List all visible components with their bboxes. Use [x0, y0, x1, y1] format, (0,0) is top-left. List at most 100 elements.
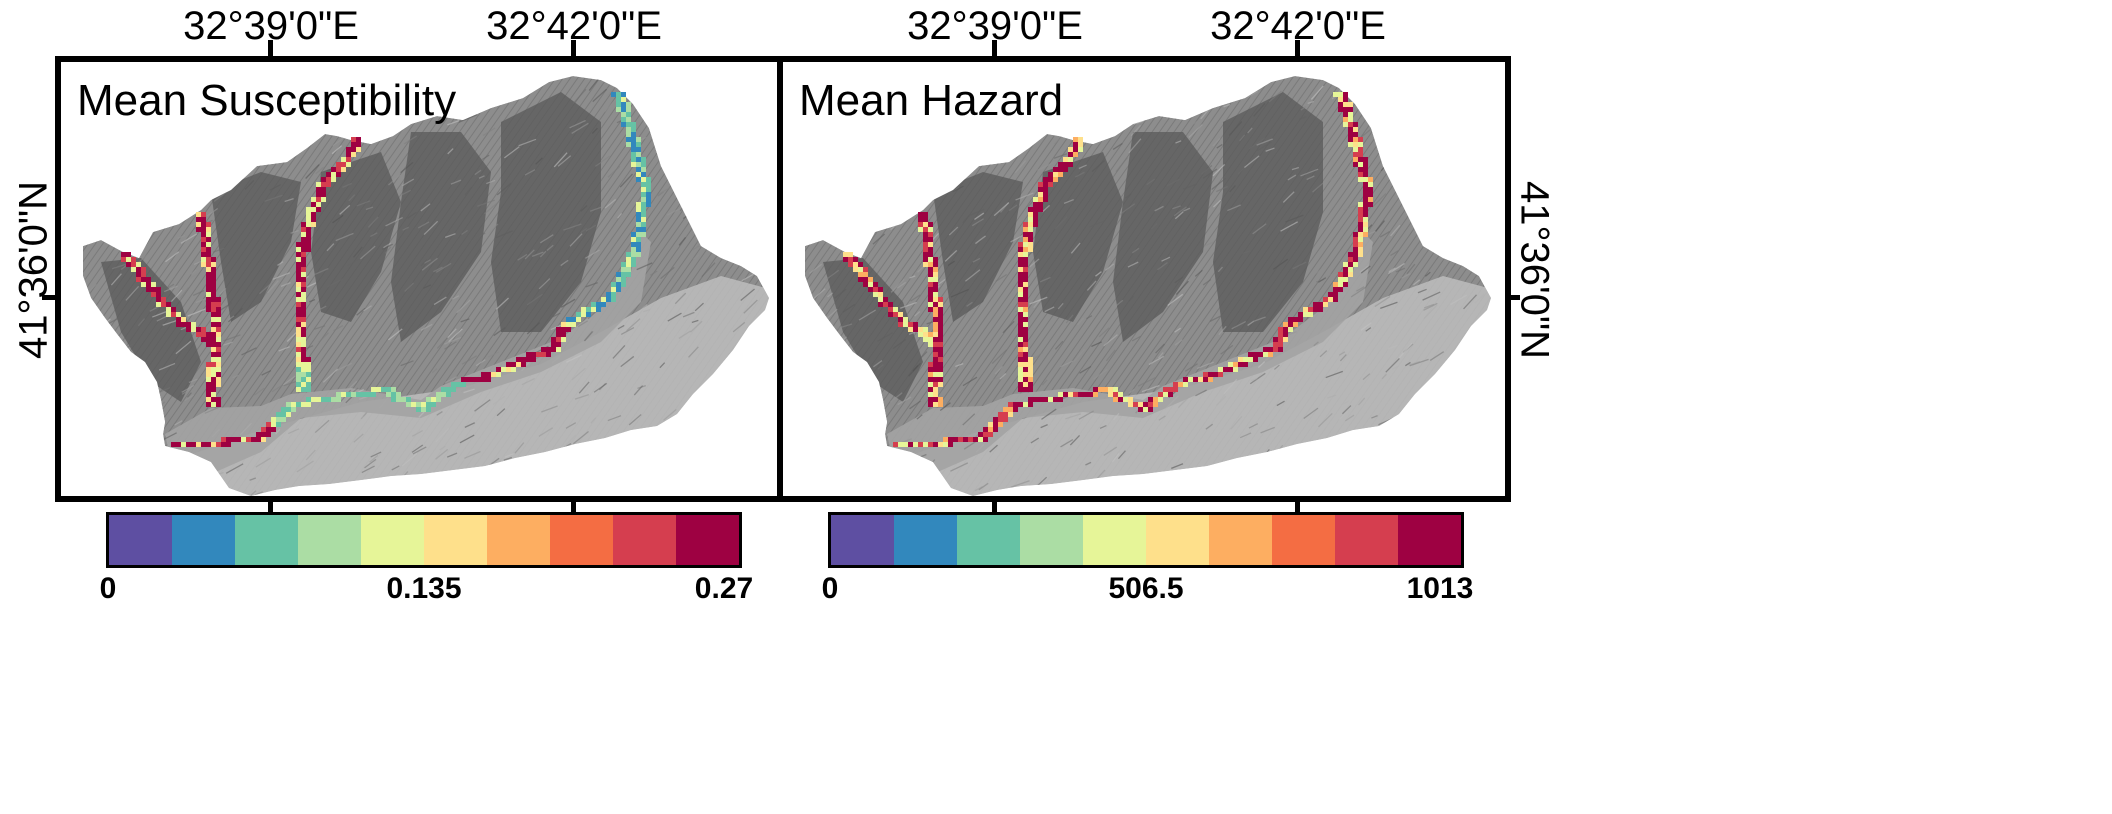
stream-cell: [848, 257, 853, 262]
stream-cell: [631, 252, 636, 257]
stream-cell: [286, 407, 291, 412]
stream-cell: [296, 352, 301, 357]
stream-cell: [873, 292, 878, 297]
stream-cell: [531, 352, 536, 357]
stream-cell: [286, 402, 291, 407]
stream-cell: [1018, 352, 1023, 357]
stream-cell: [1028, 387, 1033, 392]
stream-cell: [466, 377, 471, 382]
stream-cell: [621, 97, 626, 102]
stream-cell: [416, 407, 421, 412]
stream-cell: [306, 372, 311, 377]
stream-cell: [1028, 377, 1033, 382]
stream-cell: [1328, 292, 1333, 297]
stream-cell: [311, 207, 316, 212]
stream-cell: [1363, 172, 1368, 177]
map-hazard: [805, 76, 1491, 496]
stream-cell: [1283, 327, 1288, 332]
stream-cell: [938, 397, 943, 402]
stream-cell: [336, 172, 341, 177]
stream-cell: [326, 172, 331, 177]
stream-cell: [306, 362, 311, 367]
stream-cell: [306, 367, 311, 372]
stream-cell: [631, 137, 636, 142]
stream-cell: [933, 312, 938, 317]
stream-cell: [626, 142, 631, 147]
stream-cell: [1288, 327, 1293, 332]
stream-cell: [301, 247, 306, 252]
stream-cell: [1018, 402, 1023, 407]
stream-cell: [151, 287, 156, 292]
stream-cell: [1043, 177, 1048, 182]
stream-cell: [481, 377, 486, 382]
stream-cell: [1048, 182, 1053, 187]
stream-cell: [301, 357, 306, 362]
stream-cell: [923, 247, 928, 252]
colorbar-tick-mid: 0.135: [386, 572, 462, 605]
stream-cell: [581, 307, 586, 312]
stream-cell: [646, 177, 651, 182]
stream-cell: [206, 362, 211, 367]
colorbar-segment: [1083, 515, 1146, 565]
stream-cell: [1013, 402, 1018, 407]
stream-cell: [868, 277, 873, 282]
stream-cell: [566, 322, 571, 327]
stream-cell: [216, 397, 221, 402]
stream-cell: [878, 302, 883, 307]
stream-cell: [456, 382, 461, 387]
stream-cell: [556, 327, 561, 332]
stream-cell: [1343, 272, 1348, 277]
stream-cell: [1238, 357, 1243, 362]
stream-cell: [636, 237, 641, 242]
stream-cell: [1358, 232, 1363, 237]
stream-cell: [938, 442, 943, 447]
stream-cell: [211, 342, 216, 347]
stream-cell: [321, 197, 326, 202]
stream-cell: [136, 267, 141, 272]
stream-cell: [1358, 152, 1363, 157]
stream-cell: [1143, 407, 1148, 412]
stream-cell: [1353, 242, 1358, 247]
stream-cell: [928, 402, 933, 407]
stream-cell: [1018, 302, 1023, 307]
stream-cell: [1018, 347, 1023, 352]
stream-cell: [938, 337, 943, 342]
stream-cell: [1368, 202, 1373, 207]
stream-cell: [1358, 137, 1363, 142]
stream-cell: [1008, 402, 1013, 407]
stream-cell: [596, 302, 601, 307]
stream-cell: [858, 262, 863, 267]
colorbar-hazard: [828, 512, 1464, 568]
lat-tick: [1504, 295, 1520, 300]
stream-cell: [316, 202, 321, 207]
stream-cell: [1023, 287, 1028, 292]
stream-cell: [1173, 387, 1178, 392]
stream-cell: [1228, 362, 1233, 367]
stream-cell: [306, 237, 311, 242]
stream-cell: [1023, 282, 1028, 287]
stream-cell: [1313, 307, 1318, 312]
stream-cell: [863, 282, 868, 287]
colorbar-segment: [613, 515, 676, 565]
stream-cell: [216, 352, 221, 357]
stream-cell: [1353, 142, 1358, 147]
stream-cell: [631, 127, 636, 132]
stream-cell: [556, 332, 561, 337]
stream-cell: [351, 392, 356, 397]
stream-cell: [1023, 367, 1028, 372]
stream-cell: [1353, 122, 1358, 127]
stream-cell: [541, 347, 546, 352]
stream-cell: [933, 282, 938, 287]
stream-cell: [136, 277, 141, 282]
stream-cell: [1028, 237, 1033, 242]
stream-cell: [1023, 327, 1028, 332]
stream-cell: [211, 267, 216, 272]
stream-cell: [206, 367, 211, 372]
stream-cell: [928, 382, 933, 387]
stream-cell: [1363, 182, 1368, 187]
stream-cell: [211, 302, 216, 307]
stream-cell: [191, 327, 196, 332]
stream-cell: [631, 232, 636, 237]
stream-cell: [351, 137, 356, 142]
stream-cell: [211, 262, 216, 267]
